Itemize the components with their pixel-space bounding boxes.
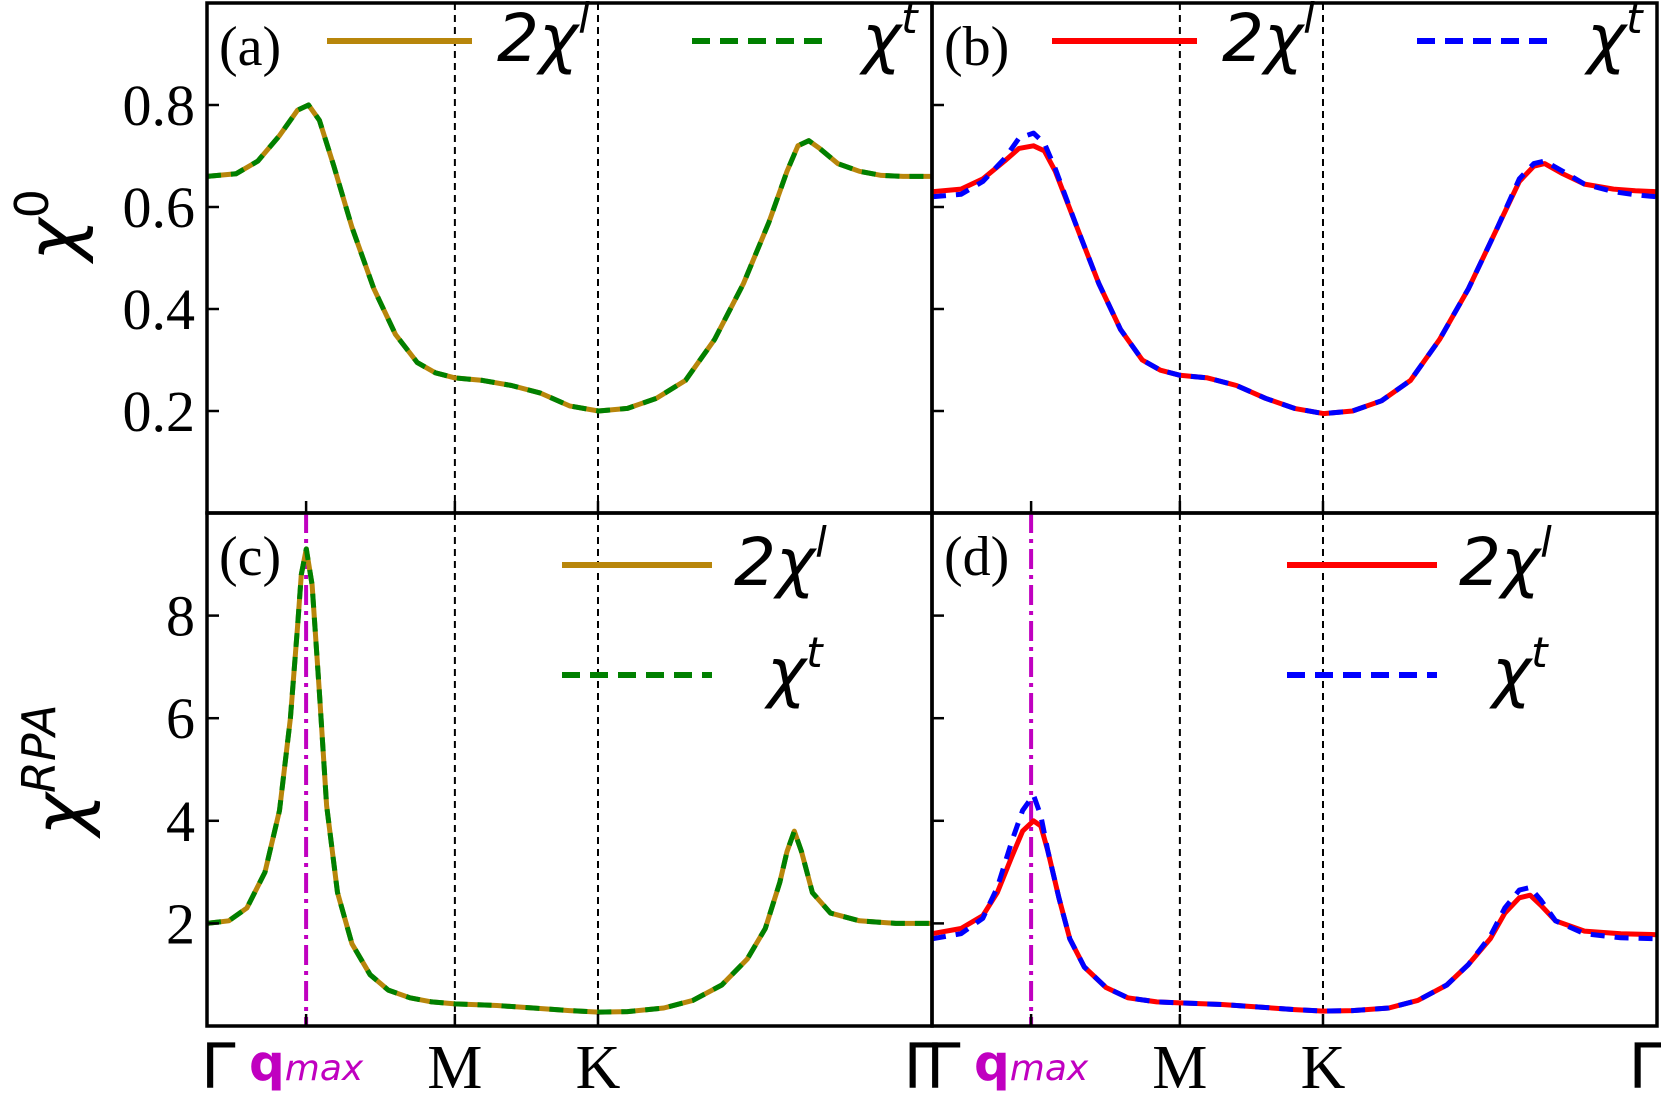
panel-d-series-transverse-line	[931, 792, 1658, 1014]
panel-a-series-transverse-line	[206, 102, 932, 414]
panel-a-legend-label-longitudinal: 2χl	[497, 0, 590, 77]
panel-d: (d) 2χl χt	[930, 511, 1659, 1028]
panel-d-label: (d)	[944, 526, 1009, 588]
y-axis-label-chi0: χ0	[5, 189, 95, 265]
panel-a-ytick-label: 0.6	[123, 175, 196, 240]
panel-a-ytick-label: 0.2	[123, 379, 196, 444]
panel-a-label: (a)	[219, 16, 281, 78]
panel-a-legend-label-transverse: χt	[859, 0, 919, 77]
y-axis-label-chi-rpa: χRPA	[12, 704, 102, 840]
panel-c-ytick-label: 4	[166, 789, 195, 854]
panel-a-legend: 2χl χt	[327, 0, 919, 77]
panel-c-ytick-label: 2	[166, 891, 195, 956]
panel-c: 2 4 6 8 (c) 2χl χt	[166, 511, 934, 1028]
panel-c-legend: 2χl χt	[562, 518, 827, 711]
panel-d-frame	[930, 511, 1659, 1028]
xtick-label-gamma: Γ	[201, 1030, 236, 1099]
xtick-label-k: K	[576, 1034, 621, 1099]
panel-c-legend-label-longitudinal: 2χl	[734, 518, 827, 601]
panel-a: 0.2 0.4 0.6 0.8 (a) 2χl χt	[123, 0, 934, 515]
panel-a-ytick-label: 0.8	[123, 73, 196, 138]
xtick-label-gamma: Γ	[903, 1030, 938, 1099]
xtick-label-m: M	[1152, 1034, 1207, 1099]
panel-d-legend: 2χl χt	[1287, 518, 1552, 711]
xtick-label-gamma: Γ	[926, 1030, 961, 1099]
panel-d-legend-label-transverse: χt	[1489, 628, 1549, 711]
panel-c-label: (c)	[219, 526, 281, 588]
panel-b-series-transverse-line	[931, 130, 1658, 417]
xtick-label-m: M	[427, 1034, 482, 1099]
panel-c-legend-label-transverse: χt	[764, 628, 824, 711]
panel-a-ytick-label: 0.4	[123, 277, 196, 342]
xtick-label-k: K	[1301, 1034, 1346, 1099]
panels: 0.2 0.4 0.6 0.8 (a) 2χl χt (b) 2χl χt 2 4 6 8 (c) 2χl χt…	[123, 0, 1659, 1028]
xtick-label-gamma: Γ	[1628, 1030, 1661, 1099]
panel-b-legend: 2χl χt	[1052, 0, 1644, 77]
panel-b-label: (b)	[944, 16, 1009, 78]
panel-c-ytick-label: 6	[166, 686, 195, 751]
xtick-label-qmax: qmax	[974, 1034, 1089, 1092]
panel-c-ytick-label: 8	[166, 584, 195, 649]
panel-b: (b) 2χl χt	[930, 0, 1659, 515]
panel-b-legend-label-longitudinal: 2χl	[1222, 0, 1315, 77]
panel-c-series-transverse-line	[206, 546, 932, 1015]
panel-b-legend-label-transverse: χt	[1584, 0, 1644, 77]
panel-d-legend-label-longitudinal: 2χl	[1459, 518, 1552, 601]
xtick-label-qmax: qmax	[249, 1034, 364, 1092]
